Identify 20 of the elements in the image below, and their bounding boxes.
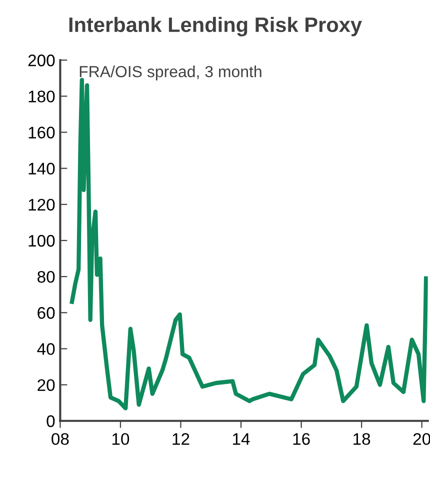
x-tick-label: 10 — [112, 433, 130, 445]
y-tick-label: 140 — [28, 162, 55, 175]
x-tick-label: 12 — [172, 433, 190, 445]
y-tick-label: 20 — [38, 379, 55, 392]
y-tick-label: 60 — [38, 307, 55, 319]
y-tick-label: 180 — [28, 90, 55, 102]
x-tick-label: 16 — [293, 433, 310, 445]
y-tick-label: 80 — [38, 270, 55, 283]
y-tick-label: 100 — [28, 234, 55, 247]
x-tick-label: 14 — [233, 433, 250, 445]
x-tick-label: 20 — [413, 433, 430, 445]
y-tick-label: 120 — [28, 198, 55, 211]
y-tick-label: 40 — [37, 343, 55, 355]
chart-subtitle: FRA/OIS spread, 3 month — [80, 66, 262, 80]
chart-title: Interbank Lending Risk Proxy — [69, 16, 362, 36]
x-tick-label: 08 — [52, 433, 69, 445]
y-tick-label: 0 — [46, 415, 55, 428]
x-tick-label: 18 — [354, 433, 370, 445]
y-tick-label: 160 — [28, 126, 55, 138]
y-tick-label: 200 — [28, 54, 55, 66]
